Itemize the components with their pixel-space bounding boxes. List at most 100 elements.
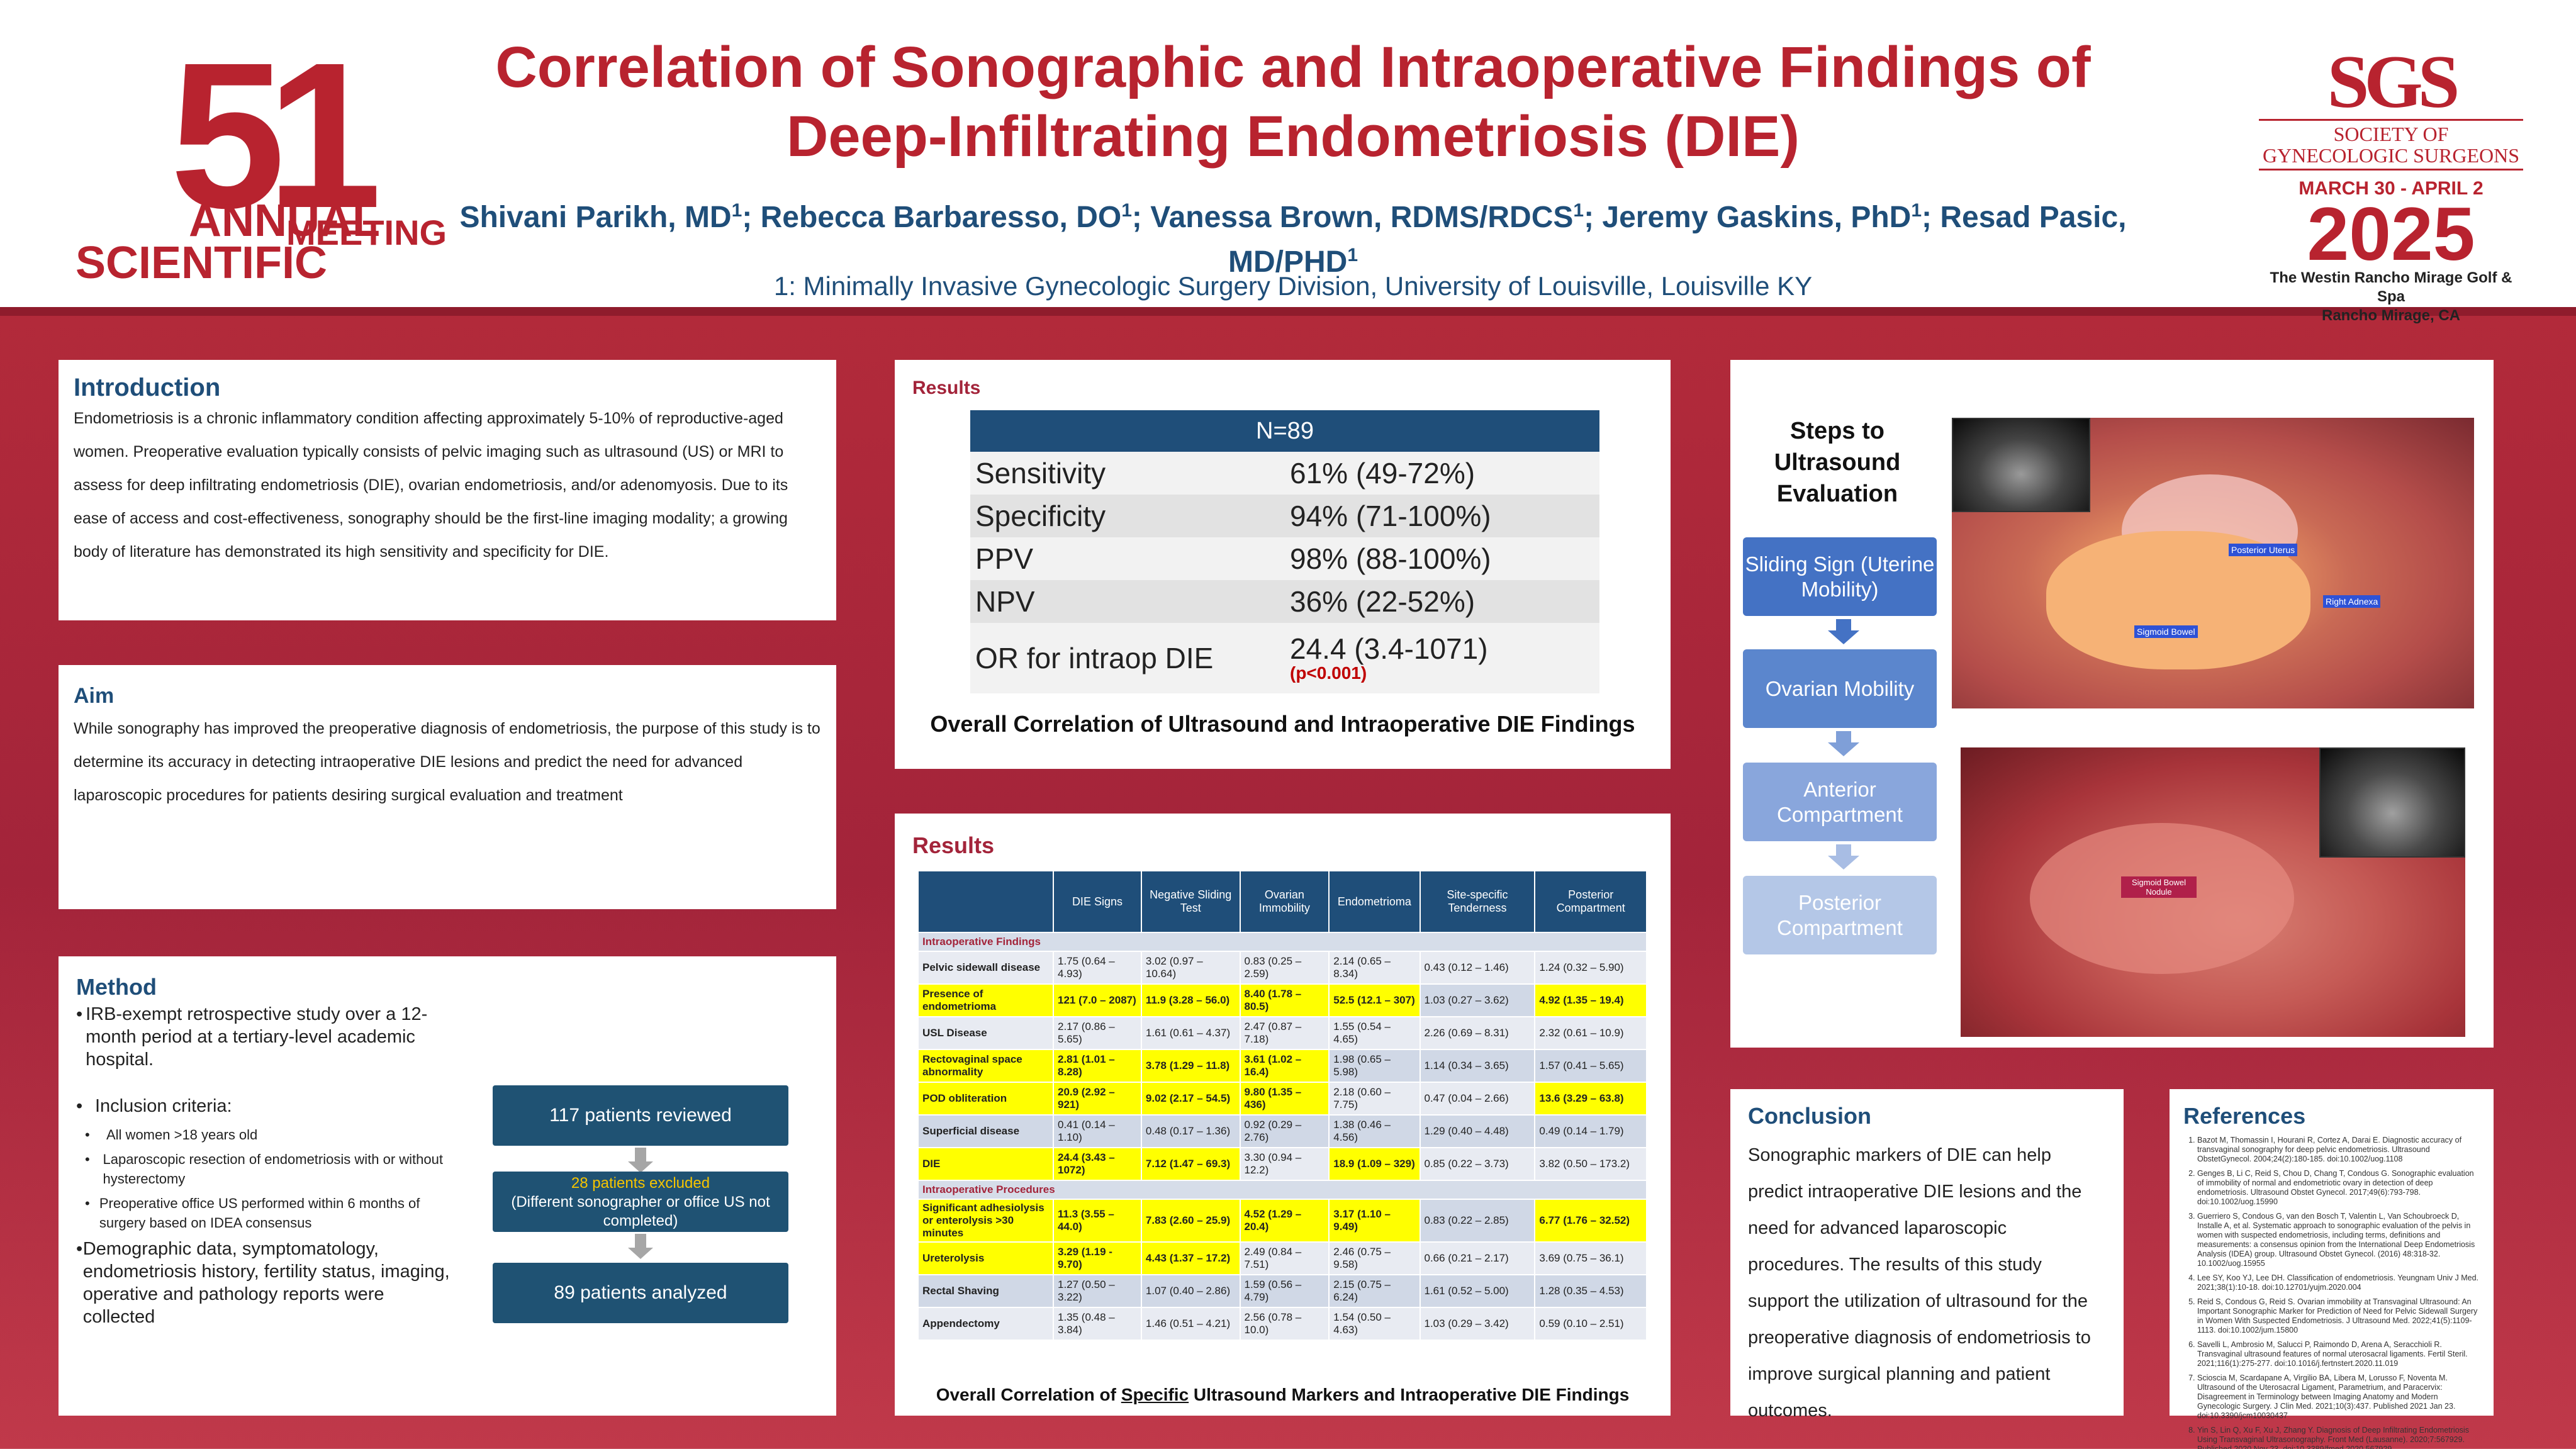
table-cell: 4.52 (1.29 – 20.4) xyxy=(1239,1199,1330,1243)
step-ovarian-mobility: Ovarian Mobility xyxy=(1743,649,1937,728)
table-cell: 0.85 (0.22 – 3.73) xyxy=(1419,1147,1536,1181)
results-summary-panel: Results N=89 Sensitivity 61% (49-72%) Spe… xyxy=(895,360,1671,769)
detail-table: DIE Signs Negative Sliding Test Ovarian Im… xyxy=(917,870,1647,1341)
table-cell: 2.17 (0.86 – 5.65) xyxy=(1053,1016,1142,1050)
table-cell: 1.24 (0.32 – 5.90) xyxy=(1534,951,1647,985)
step-arrow-2 xyxy=(1828,742,1859,756)
reference-item: Scioscia M, Scardapane A, Virgilio BA, L… xyxy=(2197,1373,2480,1421)
table-cell: 11.3 (3.55 – 44.0) xyxy=(1053,1199,1142,1243)
logo-scientific: SCIENTIFIC xyxy=(76,238,328,288)
table-row: Pelvic sidewall disease 1.75 (0.64 – 4.93… xyxy=(917,951,1647,985)
table-cell: 0.59 (0.10 – 2.51) xyxy=(1534,1307,1647,1341)
detail-col-header: Ovarian Immobility xyxy=(1239,870,1330,933)
nodule-region xyxy=(2030,823,2294,974)
table-cell: 3.69 (0.75 – 36.1) xyxy=(1534,1241,1647,1275)
table-row: Presence of endometrioma 121 (7.0 – 2087)… xyxy=(917,983,1647,1017)
table-cell: 1.35 (0.48 – 3.84) xyxy=(1053,1307,1142,1341)
row-label: DIE xyxy=(917,1147,1054,1181)
detail-col-header xyxy=(917,870,1054,933)
detail-caption: Overall Correlation of Specific Ultrasou… xyxy=(936,1385,1630,1404)
row-label-or: OR for intraop DIE xyxy=(970,623,1285,693)
table-cell: 1.27 (0.50 – 3.22) xyxy=(1053,1274,1142,1308)
table-cell: 13.6 (3.29 – 63.8) xyxy=(1534,1082,1647,1116)
logo-meeting: MEETING xyxy=(286,213,447,252)
summary-table-header: N=89 xyxy=(970,410,1599,452)
flow-arrow-2-shaft xyxy=(635,1234,646,1248)
table-row: Rectovaginal space abnormality 2.81 (1.01… xyxy=(917,1049,1647,1083)
flow-arrow-1-shaft xyxy=(635,1148,646,1161)
table-cell: 0.43 (0.12 – 1.46) xyxy=(1419,951,1536,985)
aim-panel: Aim While sonography has improved the pr… xyxy=(59,665,836,909)
label-posterior-uterus: Posterior Uterus xyxy=(2229,544,2298,556)
table-cell: 3.30 (0.94 – 12.2) xyxy=(1239,1147,1330,1181)
table-row: Appendectomy 1.35 (0.48 – 3.84) 1.46 (0.51… xyxy=(917,1307,1647,1341)
table-cell: 0.92 (0.29 – 2.76) xyxy=(1239,1114,1330,1148)
row-label-ppv: PPV xyxy=(970,537,1285,580)
results-summary-heading: Results xyxy=(912,378,981,398)
table-cell: 121 (7.0 – 2087) xyxy=(1053,983,1142,1017)
table-cell: 1.55 (0.54 – 4.65) xyxy=(1328,1016,1421,1050)
inclusion-surgery: • Laparoscopic resection of endometriosis… xyxy=(85,1151,443,1187)
method-heading: Method xyxy=(76,974,157,1000)
reference-item: Savelli L, Ambrosio M, Salucci P, Raimon… xyxy=(2197,1340,2480,1368)
row-label: Significant adhesiolysis or enterolysis … xyxy=(917,1199,1054,1243)
table-cell: 2.56 (0.78 – 10.0) xyxy=(1239,1307,1330,1341)
results-detail-panel: Results DIE Signs Negative Sliding Test Ov… xyxy=(895,814,1671,1416)
introduction-panel: Introduction Endometriosis is a chronic … xyxy=(59,360,836,620)
table-cell: 7.12 (1.47 – 69.3) xyxy=(1140,1147,1241,1181)
results-detail-heading: Results xyxy=(912,832,995,858)
reference-item: Yin S, Lin Q, Xu F, Xu J, Zhang Y. Diagn… xyxy=(2197,1426,2480,1449)
step-posterior-compartment: Posterior Compartment xyxy=(1743,876,1937,954)
references-panel: References Bazot M, Thomassin I, Hourani… xyxy=(2170,1089,2494,1449)
table-cell: 3.78 (1.29 – 11.8) xyxy=(1140,1049,1241,1083)
row-label: POD obliteration xyxy=(917,1082,1054,1116)
step-arrow-2-stem xyxy=(1836,731,1851,742)
conclusion-text: Sonographic markers of DIE can help pred… xyxy=(1748,1145,2091,1421)
summary-table: N=89 Sensitivity 61% (49-72%) Specificity… xyxy=(970,410,1599,693)
ultrasound-inset-1 xyxy=(1952,418,2090,512)
table-cell: 1.46 (0.51 – 4.21) xyxy=(1140,1307,1241,1341)
section-label: Intraoperative Findings xyxy=(917,932,1647,952)
sgs-mark: SGS xyxy=(2327,40,2460,123)
label-right-adnexa: Right Adnexa xyxy=(2323,595,2381,608)
table-cell: 9.80 (1.35 – 436) xyxy=(1239,1082,1330,1116)
table-cell: 2.46 (0.75 – 9.58) xyxy=(1328,1241,1421,1275)
table-row: Ureterolysis 3.29 (1.19 - 9.70) 4.43 (1.37… xyxy=(917,1241,1647,1275)
poster-header xyxy=(0,0,2576,315)
header-divider xyxy=(0,307,2576,316)
row-value-or: 24.4 (3.4-1071) xyxy=(1290,632,1488,665)
label-sigmoid-bowel: Sigmoid Bowel xyxy=(2134,625,2198,638)
introduction-text: Endometriosis is a chronic inflammatory … xyxy=(74,410,788,561)
table-row: POD obliteration 20.9 (2.92 – 921) 9.02 (2… xyxy=(917,1082,1647,1116)
step-arrow-3-stem xyxy=(1836,844,1851,856)
table-cell: 3.61 (1.02 – 16.4) xyxy=(1239,1049,1330,1083)
reference-item: Lee SY, Koo YJ, Lee DH. Classification o… xyxy=(2197,1273,2480,1292)
row-label-sensitivity: Sensitivity xyxy=(970,452,1285,495)
table-row: DIE 24.4 (3.43 – 1072) 7.12 (1.47 – 69.3) 3… xyxy=(917,1147,1647,1181)
table-row: Rectal Shaving 1.27 (0.50 – 3.22) 1.07 (0.… xyxy=(917,1274,1647,1308)
table-cell: 0.83 (0.25 – 2.59) xyxy=(1239,951,1330,985)
method-bullet-2: • Inclusion criteria: xyxy=(76,1096,232,1116)
table-cell: 2.14 (0.65 – 8.34) xyxy=(1328,951,1421,985)
inclusion-ultrasound: • Preoperative office US performed within… xyxy=(85,1195,420,1231)
row-value-ppv: 98% (88-100%) xyxy=(1285,537,1599,580)
row-value-specificity: 94% (71-100%) xyxy=(1285,495,1599,537)
table-cell: 0.48 (0.17 – 1.36) xyxy=(1140,1114,1241,1148)
table-cell: 18.9 (1.09 – 329) xyxy=(1328,1147,1421,1181)
step-anterior-compartment: Anterior Compartment xyxy=(1743,763,1937,841)
annual-meeting-logo: 51 ANNUAL MEETING SCIENTIFIC xyxy=(69,31,447,288)
reference-item: Genges B, Li C, Reid S, Chou D, Chang T,… xyxy=(2197,1169,2480,1207)
sgs-rule-2 xyxy=(2259,169,2523,171)
table-row: USL Disease 2.17 (0.86 – 5.65) 1.61 (0.61 … xyxy=(917,1016,1647,1050)
step-arrow-1 xyxy=(1828,630,1859,644)
table-cell: 4.92 (1.35 – 19.4) xyxy=(1534,983,1647,1017)
table-cell: 1.29 (0.40 – 4.48) xyxy=(1419,1114,1536,1148)
step-arrow-3 xyxy=(1828,856,1859,870)
row-label: Appendectomy xyxy=(917,1307,1054,1341)
sgs-logo: SGS SOCIETY OF GYNECOLOGIC SURGEONS MARC… xyxy=(2259,40,2523,325)
table-cell: 1.54 (0.50 – 4.63) xyxy=(1328,1307,1421,1341)
table-cell: 3.29 (1.19 - 9.70) xyxy=(1053,1241,1142,1275)
table-cell: 1.57 (0.41 – 5.65) xyxy=(1534,1049,1647,1083)
row-label: Rectovaginal space abnormality xyxy=(917,1049,1054,1083)
table-cell: 24.4 (3.43 – 1072) xyxy=(1053,1147,1142,1181)
